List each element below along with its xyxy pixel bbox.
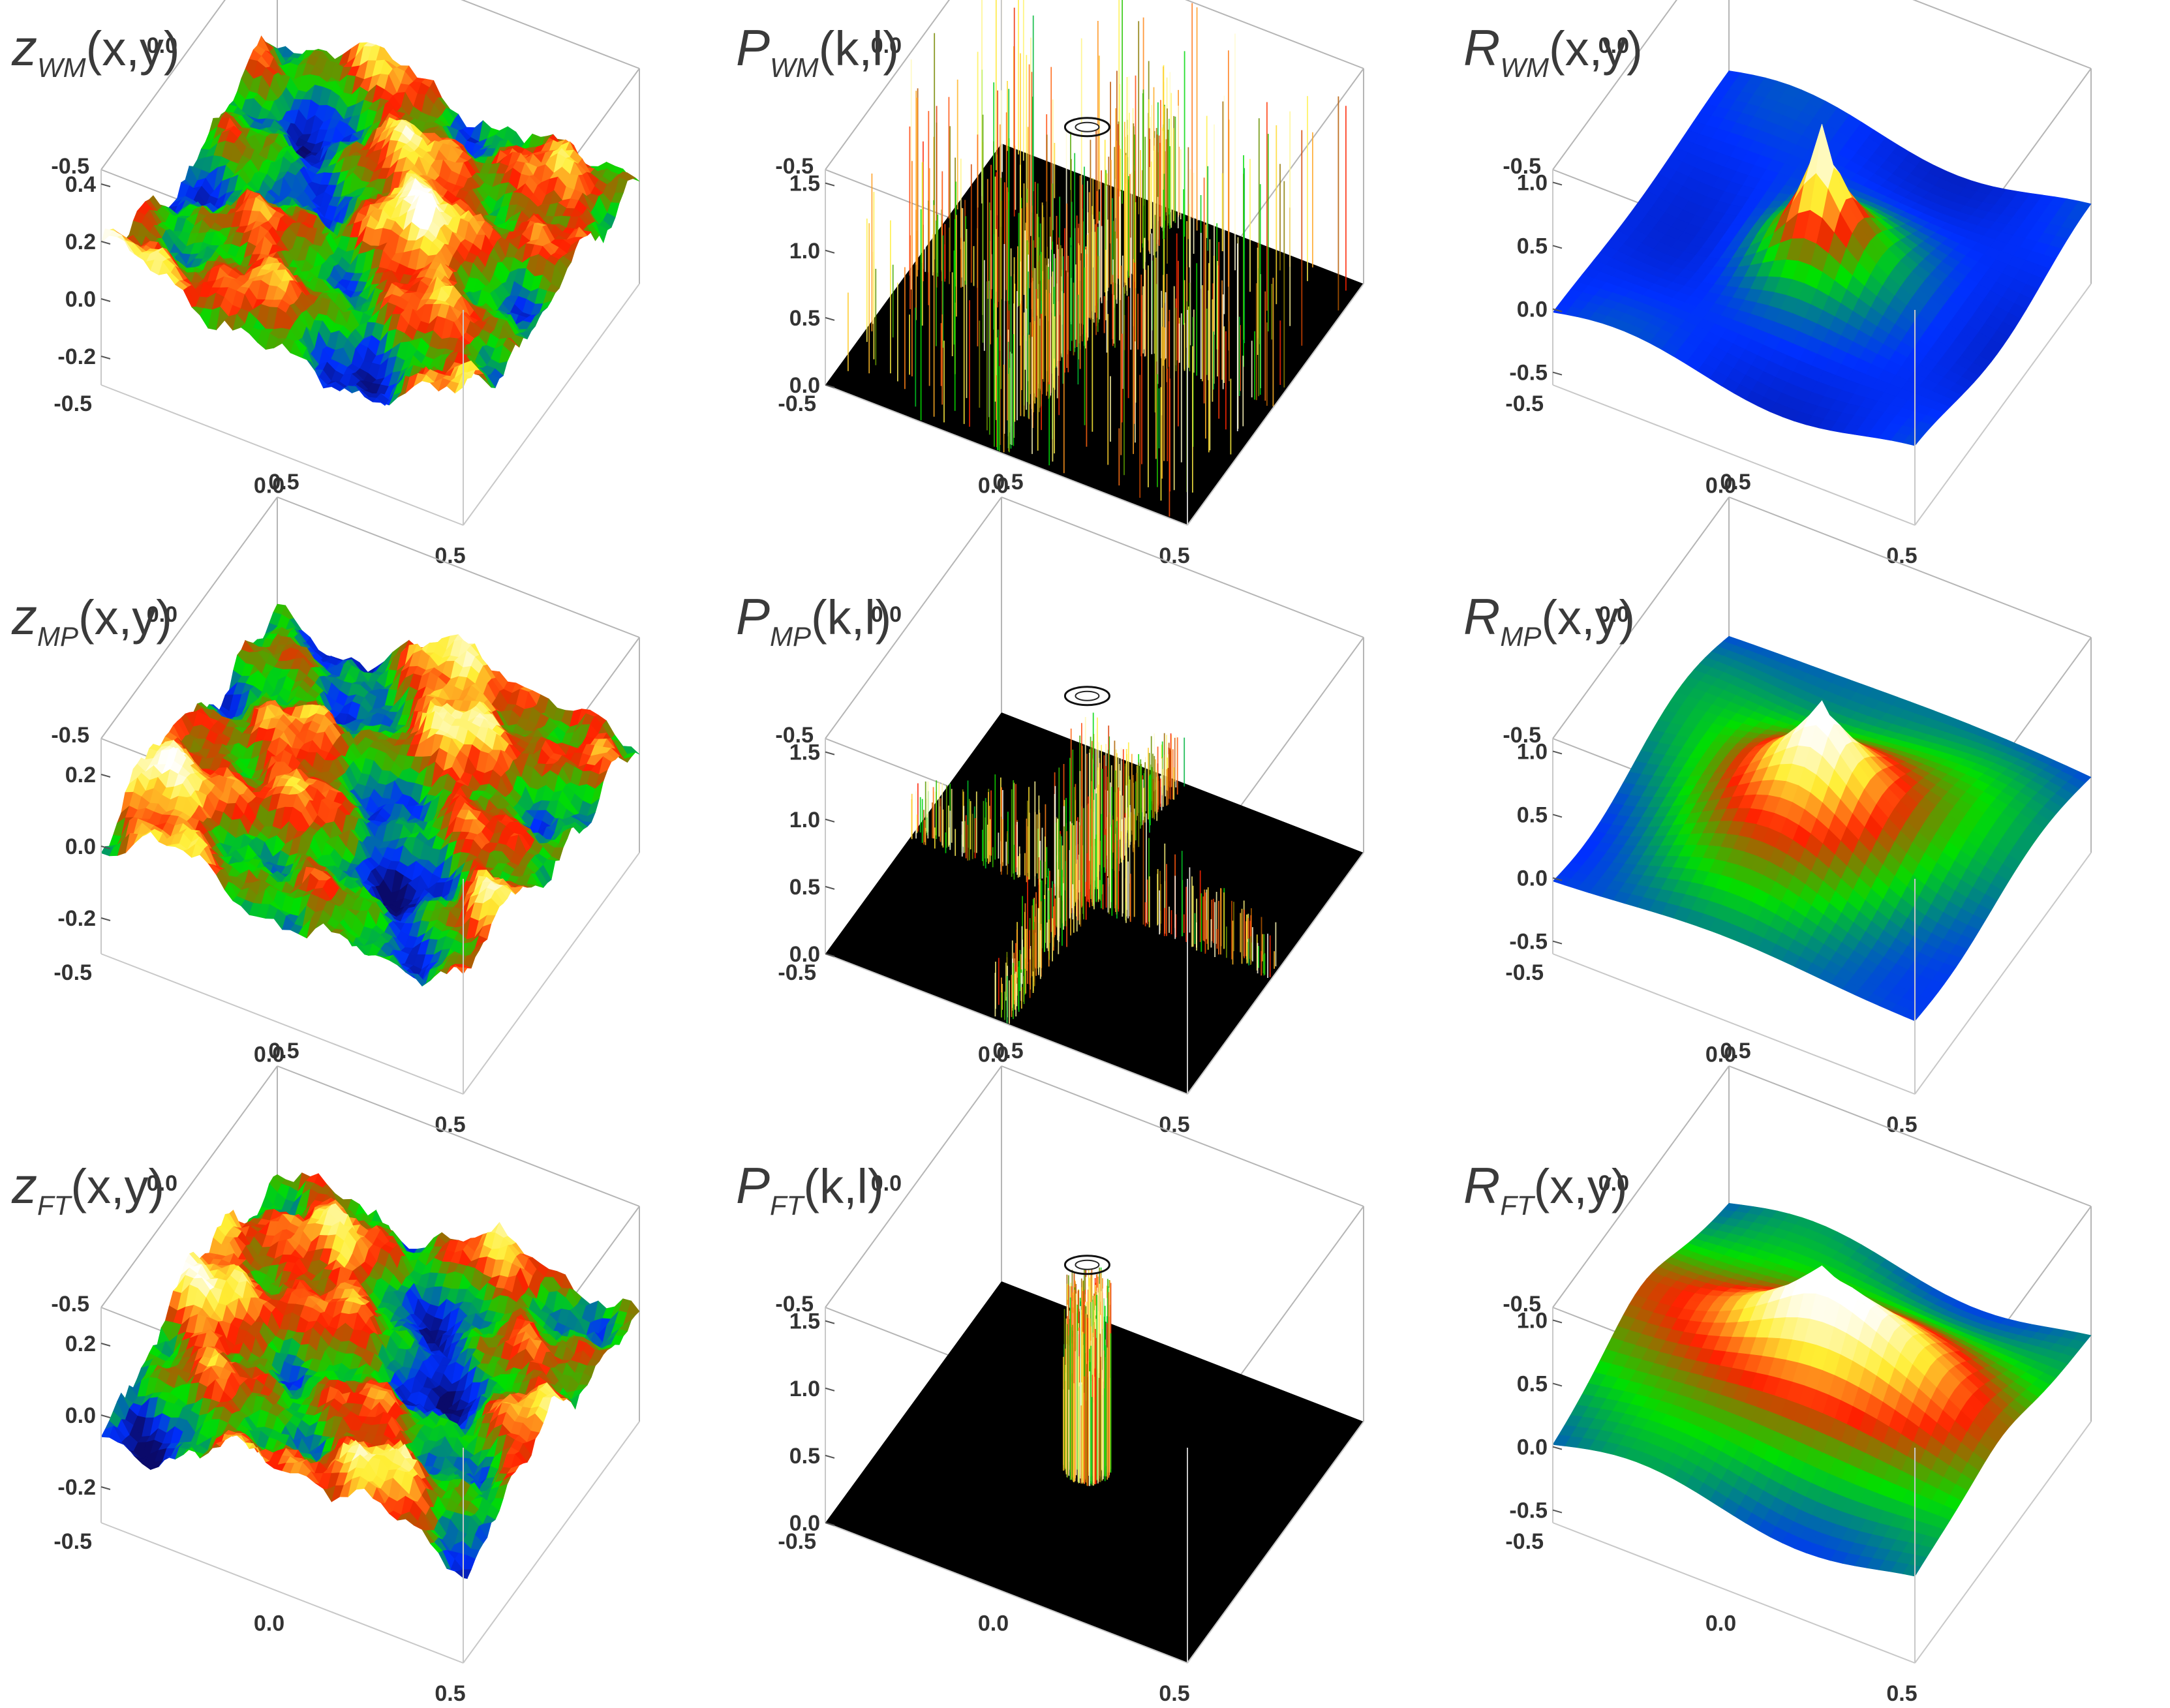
panel-title: RWM(x,y) xyxy=(1463,19,1643,83)
z-tick-label: -0.5 xyxy=(1509,361,1548,386)
spectrum-peak-core xyxy=(1075,121,1100,132)
panel-title: zWM(x,y) xyxy=(11,19,180,83)
z-tick-label: -0.2 xyxy=(57,344,96,369)
y-tick-label: -0.5 xyxy=(53,391,92,416)
z-tick-label: 0.5 xyxy=(1517,234,1548,258)
panel-R-wm: 1.00.50.0-0.50.50.0-0.5-0.50.00.5RWM(x,y… xyxy=(1463,0,2092,568)
z-tick-label: 0.0 xyxy=(65,287,96,312)
y-tick-label: -0.5 xyxy=(778,391,816,416)
y-tick-label: -0.5 xyxy=(1503,154,1541,179)
z-tick-label: 0.5 xyxy=(789,306,820,331)
panel-title: PWM(k,l) xyxy=(736,19,899,83)
y-tick-label: -0.5 xyxy=(51,154,89,179)
y-tick-label: -0.5 xyxy=(1505,391,1544,416)
panel-z-wm: 0.40.20.0-0.20.50.0-0.5-0.50.00.5zWM(x,y… xyxy=(11,0,640,568)
z-tick-label: 0.2 xyxy=(65,230,96,254)
z-tick-label: 1.0 xyxy=(789,239,820,264)
y-tick-label: -0.5 xyxy=(775,154,814,179)
z-tick-label: 0.0 xyxy=(1517,297,1548,322)
